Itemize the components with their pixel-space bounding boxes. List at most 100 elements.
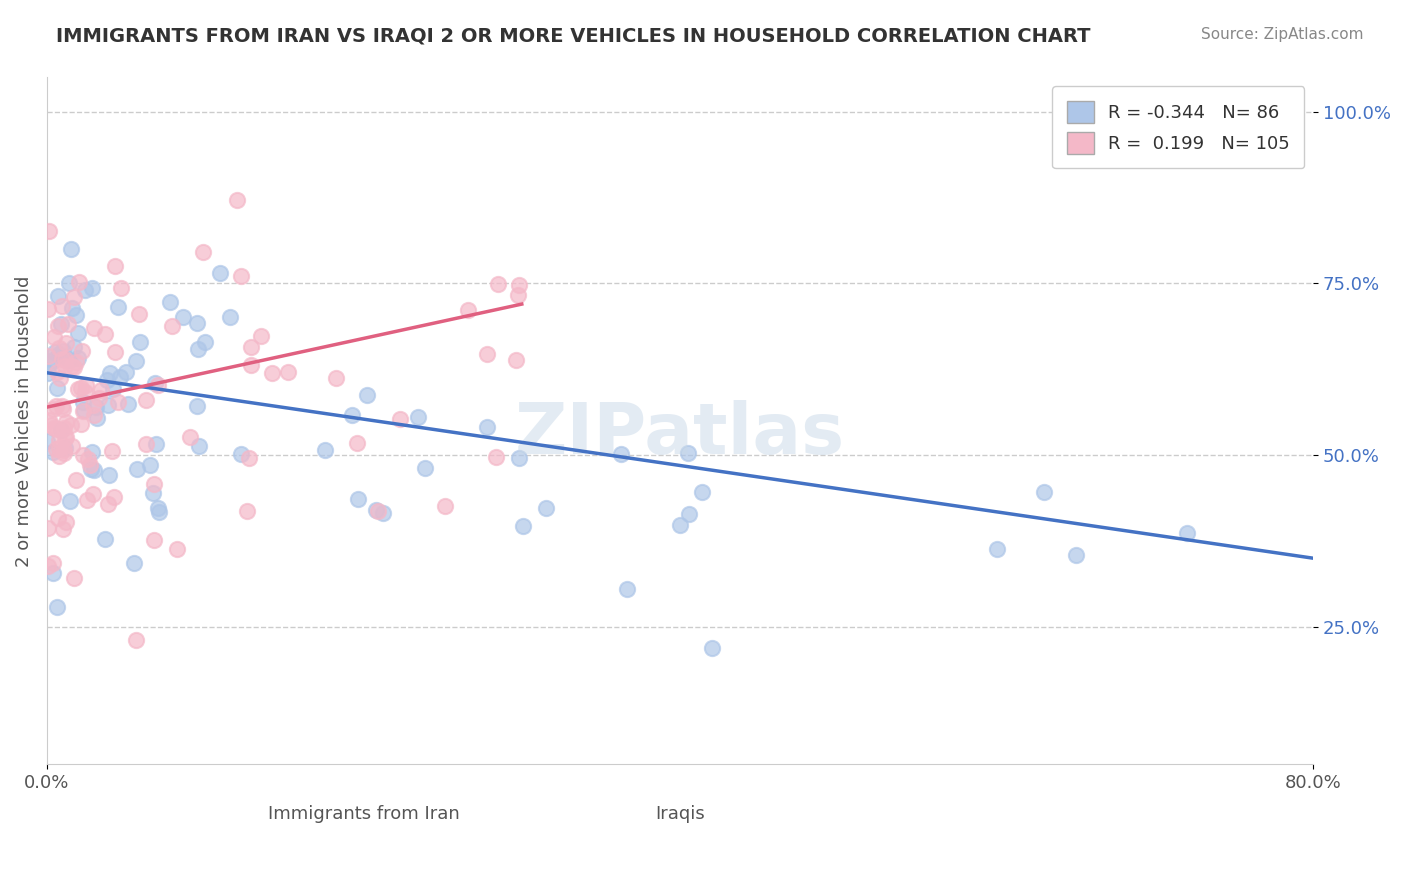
Point	[42, 352, 65, 367]
Point	[135, 437, 157, 451]
Point	[70, 343, 93, 358]
Point	[97, 497, 120, 511]
Point	[692, 485, 714, 500]
Point	[66, 326, 89, 340]
Point	[69, 381, 91, 395]
Point	[187, 439, 209, 453]
Point	[89, 391, 111, 405]
Point	[53, 421, 76, 435]
Point	[62, 359, 84, 374]
Point	[53, 352, 76, 367]
Point	[186, 399, 208, 413]
Point	[143, 376, 166, 391]
Point	[162, 318, 184, 333]
Point	[325, 370, 347, 384]
Point	[79, 458, 101, 472]
Point	[342, 408, 364, 422]
Point	[125, 632, 148, 647]
Point	[79, 461, 101, 475]
Point	[55, 335, 77, 350]
Point	[73, 402, 96, 417]
Point	[191, 245, 214, 260]
Point	[413, 460, 436, 475]
Point	[110, 281, 132, 295]
Point	[406, 410, 429, 425]
Point	[97, 398, 120, 412]
Point	[55, 515, 77, 529]
Point	[238, 450, 260, 465]
Point	[56, 318, 79, 332]
Point	[53, 431, 76, 445]
Point	[187, 342, 209, 356]
Point	[82, 280, 104, 294]
Point	[218, 310, 240, 324]
Point	[62, 571, 84, 585]
Point	[225, 194, 247, 208]
Point	[250, 328, 273, 343]
Point	[367, 504, 389, 518]
Point	[82, 398, 104, 412]
Point	[72, 404, 94, 418]
Legend: R = -0.344   N= 86, R =  0.199   N= 105: R = -0.344 N= 86, R = 0.199 N= 105	[1052, 87, 1305, 169]
Point	[52, 402, 75, 417]
Point	[103, 345, 125, 359]
Point	[117, 396, 139, 410]
Y-axis label: 2 or more Vehicles in Household: 2 or more Vehicles in Household	[15, 275, 32, 566]
Point	[60, 418, 83, 433]
Point	[82, 487, 104, 501]
Point	[42, 329, 65, 343]
Point	[486, 277, 509, 291]
Point	[505, 353, 527, 368]
Point	[83, 408, 105, 422]
Point	[44, 442, 66, 456]
Point	[45, 600, 67, 615]
Point	[457, 302, 479, 317]
Point	[58, 276, 80, 290]
Point	[135, 393, 157, 408]
Point	[127, 462, 149, 476]
Point	[236, 504, 259, 518]
Point	[46, 365, 69, 379]
Point	[166, 542, 188, 557]
Point	[371, 506, 394, 520]
Point	[434, 499, 457, 513]
Point	[239, 340, 262, 354]
Point	[100, 366, 122, 380]
Point	[60, 301, 83, 315]
Point	[179, 430, 201, 444]
Text: IMMIGRANTS FROM IRAN VS IRAQI 2 OR MORE VEHICLES IN HOUSEHOLD CORRELATION CHART: IMMIGRANTS FROM IRAN VS IRAQI 2 OR MORE …	[56, 27, 1091, 45]
Point	[104, 259, 127, 273]
Point	[506, 288, 529, 302]
Point	[986, 541, 1008, 556]
Point	[46, 288, 69, 302]
Point	[260, 367, 283, 381]
Point	[388, 412, 411, 426]
Point	[52, 522, 75, 536]
Point	[70, 417, 93, 431]
Point	[508, 277, 530, 292]
Point	[60, 359, 83, 373]
Point	[55, 415, 77, 429]
Point	[60, 242, 83, 256]
Point	[1064, 548, 1087, 562]
Point	[55, 430, 77, 444]
Point	[42, 421, 65, 435]
Point	[48, 449, 70, 463]
Point	[46, 318, 69, 333]
Point	[63, 290, 86, 304]
Point	[115, 365, 138, 379]
Point	[142, 485, 165, 500]
Point	[366, 503, 388, 517]
Point	[73, 385, 96, 400]
Point	[346, 435, 368, 450]
Point	[65, 473, 87, 487]
Point	[93, 326, 115, 341]
Point	[1175, 525, 1198, 540]
Point	[107, 301, 129, 315]
Point	[82, 445, 104, 459]
Point	[143, 533, 166, 547]
Point	[45, 400, 67, 414]
Point	[145, 436, 167, 450]
Point	[76, 493, 98, 508]
Point	[63, 340, 86, 354]
